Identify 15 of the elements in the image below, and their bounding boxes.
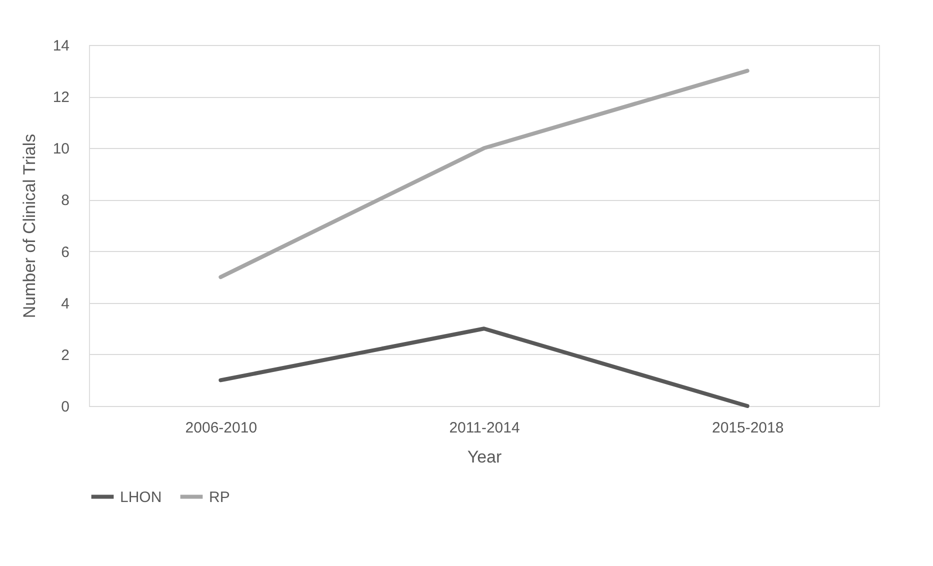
y-tick-label: 6 (61, 244, 70, 261)
legend-label: RP (209, 488, 230, 506)
x-axis-title: Year (467, 448, 502, 466)
y-tick-label: 10 (52, 140, 70, 158)
legend-label: LHON (120, 488, 162, 506)
x-tick-label: 2015-2018 (712, 420, 784, 436)
y-tick-label: 12 (52, 89, 70, 106)
y-tick-label: 4 (61, 295, 70, 312)
y-tick-label: 8 (61, 192, 70, 210)
y-tick-label: 2 (61, 346, 70, 364)
y-tick-label: 0 (61, 398, 70, 416)
x-tick-label: 2006-2010 (185, 420, 258, 436)
y-tick-label: 14 (52, 38, 70, 54)
x-tick-label: 2011-2014 (449, 420, 520, 436)
y-axis-title: Number of Clinical Trials (20, 134, 39, 318)
